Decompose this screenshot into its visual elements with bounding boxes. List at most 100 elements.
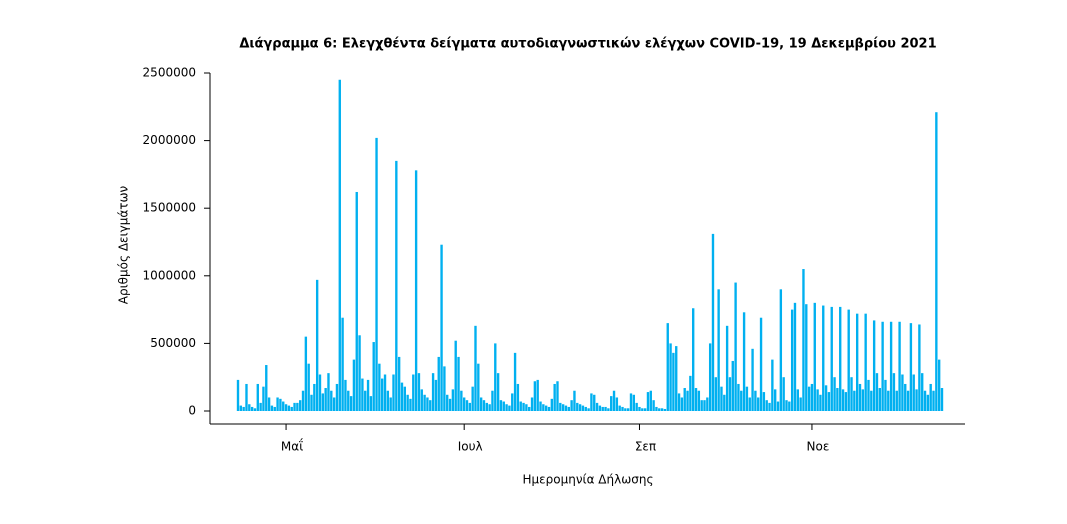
bar <box>884 379 887 411</box>
bar <box>511 393 514 411</box>
bar <box>669 343 672 411</box>
bar <box>895 390 898 411</box>
bar <box>491 390 494 411</box>
bar <box>796 389 799 411</box>
bar <box>525 404 528 411</box>
bar <box>553 383 556 411</box>
bar <box>248 404 251 411</box>
bar <box>366 379 370 411</box>
bar <box>559 402 562 411</box>
bar <box>601 406 604 411</box>
bar <box>397 356 401 411</box>
bar <box>440 244 443 411</box>
bar <box>434 379 438 411</box>
bar <box>935 112 938 411</box>
bar <box>740 390 743 411</box>
bar <box>395 160 398 411</box>
bar <box>725 325 729 411</box>
bar <box>485 402 488 411</box>
bar <box>677 393 681 411</box>
bar <box>728 377 732 411</box>
bar <box>776 401 780 411</box>
x-tick-label: Νοε <box>807 440 830 454</box>
y-tick-label: 0 <box>188 404 196 418</box>
bar <box>287 405 291 411</box>
bar <box>714 377 718 411</box>
bar <box>369 396 373 411</box>
bar <box>313 383 316 411</box>
bar <box>683 388 686 411</box>
bar <box>751 348 754 411</box>
bar <box>564 405 568 411</box>
bar <box>635 402 638 411</box>
bar <box>810 383 814 411</box>
bar <box>624 408 627 411</box>
bar <box>793 302 797 411</box>
bar <box>790 309 794 411</box>
bar <box>816 389 819 411</box>
bar <box>802 269 805 411</box>
bar <box>381 378 384 411</box>
bar <box>697 390 701 411</box>
bar <box>748 397 751 411</box>
bar <box>429 400 432 411</box>
bar <box>643 408 647 411</box>
bar <box>629 393 633 411</box>
bar <box>245 383 248 411</box>
bar <box>621 406 624 411</box>
bar <box>508 405 511 411</box>
bar <box>742 312 746 411</box>
bar <box>406 394 409 411</box>
bar <box>403 386 406 411</box>
bar <box>239 405 243 411</box>
bar <box>855 313 859 411</box>
bar <box>593 394 596 411</box>
bar <box>641 408 644 411</box>
bar <box>813 302 816 411</box>
bar <box>700 400 703 411</box>
x-axis-label: Ημερομηνία Δήλωσης <box>522 473 653 487</box>
bar <box>284 404 288 411</box>
bar <box>468 402 472 411</box>
bar <box>632 394 636 411</box>
bar <box>338 79 341 411</box>
bar <box>833 377 836 411</box>
y-tick-label: 1500000 <box>143 201 196 215</box>
bar <box>400 382 404 411</box>
bar <box>660 408 664 411</box>
bar <box>827 392 831 411</box>
bar <box>768 402 771 411</box>
bar <box>906 390 910 411</box>
bar <box>578 404 582 411</box>
bar <box>878 388 881 411</box>
bar <box>386 390 390 411</box>
bar <box>692 308 695 411</box>
bar <box>570 400 573 411</box>
bar <box>273 406 276 411</box>
bar <box>482 400 486 411</box>
bar <box>737 383 740 411</box>
bar <box>536 379 539 411</box>
bar <box>754 390 757 411</box>
bar <box>799 397 802 411</box>
bar <box>759 317 763 411</box>
bar <box>270 405 274 411</box>
bar <box>723 394 726 411</box>
bar <box>672 352 675 411</box>
bar <box>502 401 505 411</box>
bar <box>250 406 254 411</box>
bar <box>680 397 684 411</box>
bar <box>887 390 890 411</box>
bar <box>519 401 522 411</box>
bar <box>618 405 621 411</box>
bar <box>779 289 783 411</box>
bar <box>805 304 808 411</box>
bar <box>734 282 737 411</box>
bar <box>451 389 455 411</box>
bar <box>479 397 483 411</box>
bar <box>875 373 879 411</box>
bar <box>324 388 327 411</box>
bar <box>454 340 457 411</box>
bar <box>256 383 259 411</box>
bar <box>349 396 353 411</box>
